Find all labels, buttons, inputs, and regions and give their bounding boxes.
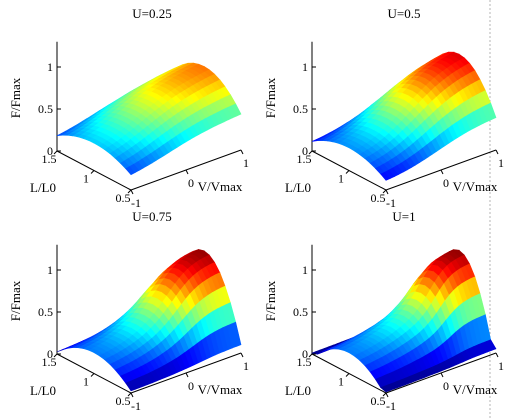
chart-title: U=0.25 bbox=[132, 6, 171, 21]
chart-title: U=1 bbox=[392, 209, 415, 224]
surface-facet bbox=[231, 321, 242, 347]
surface-facet bbox=[486, 102, 497, 120]
x-tick-label: 0 bbox=[443, 379, 449, 393]
y-tick-mark bbox=[90, 373, 95, 377]
x-tick-label: 0 bbox=[443, 176, 449, 190]
x-tick-mark bbox=[385, 189, 389, 195]
z-axis-label: F/Fmax bbox=[8, 280, 23, 321]
x-axis-label: V/Vmax bbox=[198, 382, 243, 397]
y-tick-label: 1.5 bbox=[297, 355, 312, 369]
x-tick-mark bbox=[240, 352, 244, 358]
y-tick-label: 0.5 bbox=[371, 191, 386, 205]
surface-facet bbox=[231, 103, 242, 117]
y-tick-label: 1 bbox=[83, 375, 89, 389]
x-axis-label: V/Vmax bbox=[453, 382, 498, 397]
y-tick-mark bbox=[127, 189, 132, 194]
chart-title: U=0.5 bbox=[388, 6, 421, 21]
x-tick-mark bbox=[440, 169, 444, 175]
z-tick-label: 0.5 bbox=[293, 102, 308, 116]
y-tick-mark bbox=[53, 150, 58, 155]
x-tick-mark bbox=[385, 392, 389, 398]
x-tick-label: 1 bbox=[243, 156, 249, 170]
y-tick-label: 0.5 bbox=[116, 394, 131, 408]
z-tick-label: 0 bbox=[302, 144, 308, 158]
y-tick-label: 1 bbox=[83, 172, 89, 186]
z-tick-label: 0 bbox=[47, 347, 53, 361]
y-axis-label: L/L0 bbox=[30, 180, 56, 195]
y-tick-mark bbox=[90, 170, 95, 174]
y-tick-mark bbox=[382, 392, 387, 397]
y-tick-label: 1 bbox=[338, 172, 344, 186]
x-tick-mark bbox=[440, 372, 444, 378]
y-tick-label: 1.5 bbox=[42, 355, 57, 369]
z-tick-label: 0 bbox=[47, 144, 53, 158]
x-tick-mark bbox=[130, 189, 134, 195]
y-axis-label: L/L0 bbox=[285, 180, 311, 195]
y-tick-label: 1 bbox=[338, 375, 344, 389]
x-tick-mark bbox=[240, 149, 244, 155]
x-tick-mark bbox=[185, 169, 189, 175]
y-tick-mark bbox=[308, 150, 313, 155]
surface-facet bbox=[486, 339, 497, 351]
y-tick-label: 0.5 bbox=[116, 191, 131, 205]
x-tick-label: -1 bbox=[131, 196, 141, 210]
y-tick-mark bbox=[382, 189, 387, 194]
x-tick-label: 1 bbox=[243, 359, 249, 373]
z-tick-label: 0.5 bbox=[38, 305, 53, 319]
x-axis-label: V/Vmax bbox=[198, 179, 243, 194]
x-tick-label: -1 bbox=[131, 399, 141, 413]
x-tick-label: 0 bbox=[188, 379, 194, 393]
y-tick-mark bbox=[53, 353, 58, 358]
x-tick-label: -1 bbox=[386, 196, 396, 210]
z-tick-label: 1 bbox=[47, 60, 53, 74]
y-tick-label: 1.5 bbox=[297, 152, 312, 166]
chart-title: U=0.75 bbox=[132, 209, 171, 224]
x-tick-mark bbox=[185, 372, 189, 378]
x-axis-label: V/Vmax bbox=[453, 179, 498, 194]
z-tick-label: 1 bbox=[302, 60, 308, 74]
x-tick-label: 1 bbox=[498, 359, 504, 373]
y-tick-mark bbox=[345, 170, 350, 174]
y-tick-label: 1.5 bbox=[42, 152, 57, 166]
x-tick-mark bbox=[130, 392, 134, 398]
y-tick-mark bbox=[127, 392, 132, 397]
z-tick-label: 1 bbox=[47, 263, 53, 277]
x-tick-mark bbox=[495, 352, 499, 358]
x-tick-label: 0 bbox=[188, 176, 194, 190]
y-tick-label: 0.5 bbox=[371, 394, 386, 408]
z-tick-label: 0.5 bbox=[293, 305, 308, 319]
z-axis-label: F/Fmax bbox=[263, 280, 278, 321]
y-axis-label: L/L0 bbox=[285, 383, 311, 398]
y-tick-mark bbox=[308, 353, 313, 358]
z-axis-label: F/Fmax bbox=[8, 77, 23, 118]
z-axis-label: F/Fmax bbox=[263, 77, 278, 118]
x-tick-mark bbox=[495, 149, 499, 155]
y-axis-label: L/L0 bbox=[30, 383, 56, 398]
z-tick-label: 0 bbox=[302, 347, 308, 361]
z-tick-label: 0.5 bbox=[38, 102, 53, 116]
z-tick-label: 1 bbox=[302, 263, 308, 277]
x-tick-label: 1 bbox=[498, 156, 504, 170]
x-tick-label: -1 bbox=[386, 399, 396, 413]
y-tick-mark bbox=[345, 373, 350, 377]
